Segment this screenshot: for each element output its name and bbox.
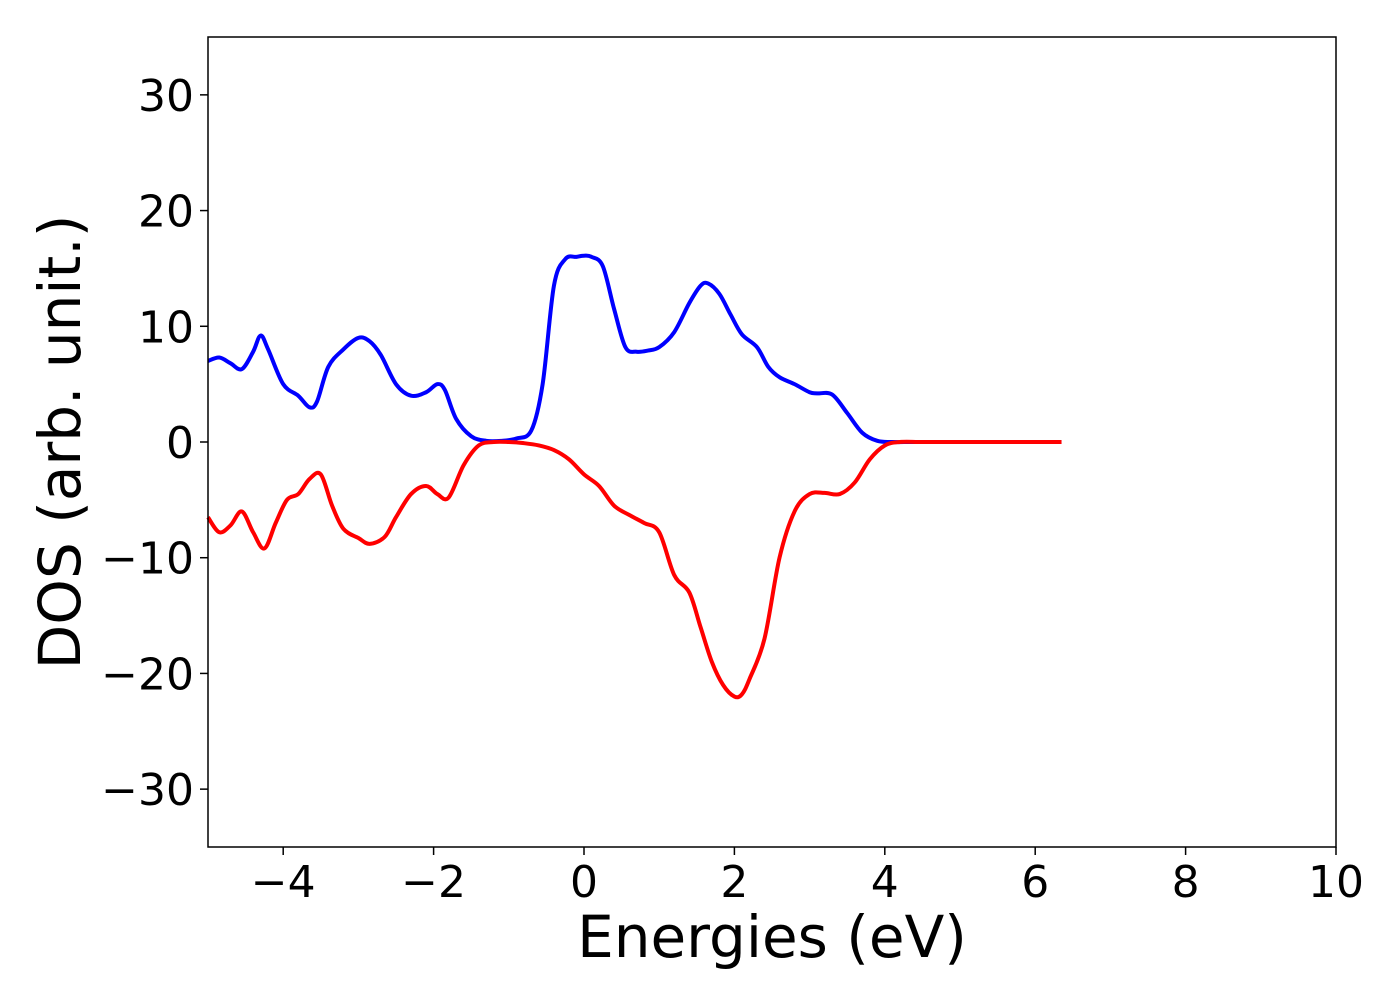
y-tick-label: 10 bbox=[138, 302, 194, 353]
x-tick-label: 8 bbox=[1172, 857, 1200, 908]
y-tick-label: 30 bbox=[138, 71, 194, 122]
x-axis-ticks: −4 −2 0 2 4 6 8 10 bbox=[251, 847, 1364, 908]
x-axis-label: Energies (eV) bbox=[577, 903, 967, 971]
x-tick-label: 6 bbox=[1021, 857, 1049, 908]
x-tick-label: −4 bbox=[251, 857, 316, 908]
y-tick-label: 20 bbox=[138, 187, 194, 238]
series-line-2 bbox=[206, 439, 1062, 700]
plot-frame bbox=[207, 36, 1337, 848]
series-lines bbox=[206, 253, 1062, 700]
series-line-1 bbox=[207, 253, 1062, 445]
y-tick-label: −30 bbox=[101, 765, 194, 816]
y-tick-label: 0 bbox=[166, 418, 194, 469]
x-tick-label: 0 bbox=[570, 857, 598, 908]
x-tick-label: −2 bbox=[401, 857, 466, 908]
y-axis-label: DOS (arb. unit.) bbox=[26, 215, 94, 670]
y-axis-ticks: −30 −20 −10 0 10 20 30 bbox=[101, 71, 208, 816]
y-tick-label: −20 bbox=[101, 649, 194, 700]
x-tick-label: 2 bbox=[720, 857, 748, 908]
x-tick-label: 10 bbox=[1308, 857, 1364, 908]
x-tick-label: 4 bbox=[871, 857, 899, 908]
y-tick-label: −10 bbox=[101, 534, 194, 585]
